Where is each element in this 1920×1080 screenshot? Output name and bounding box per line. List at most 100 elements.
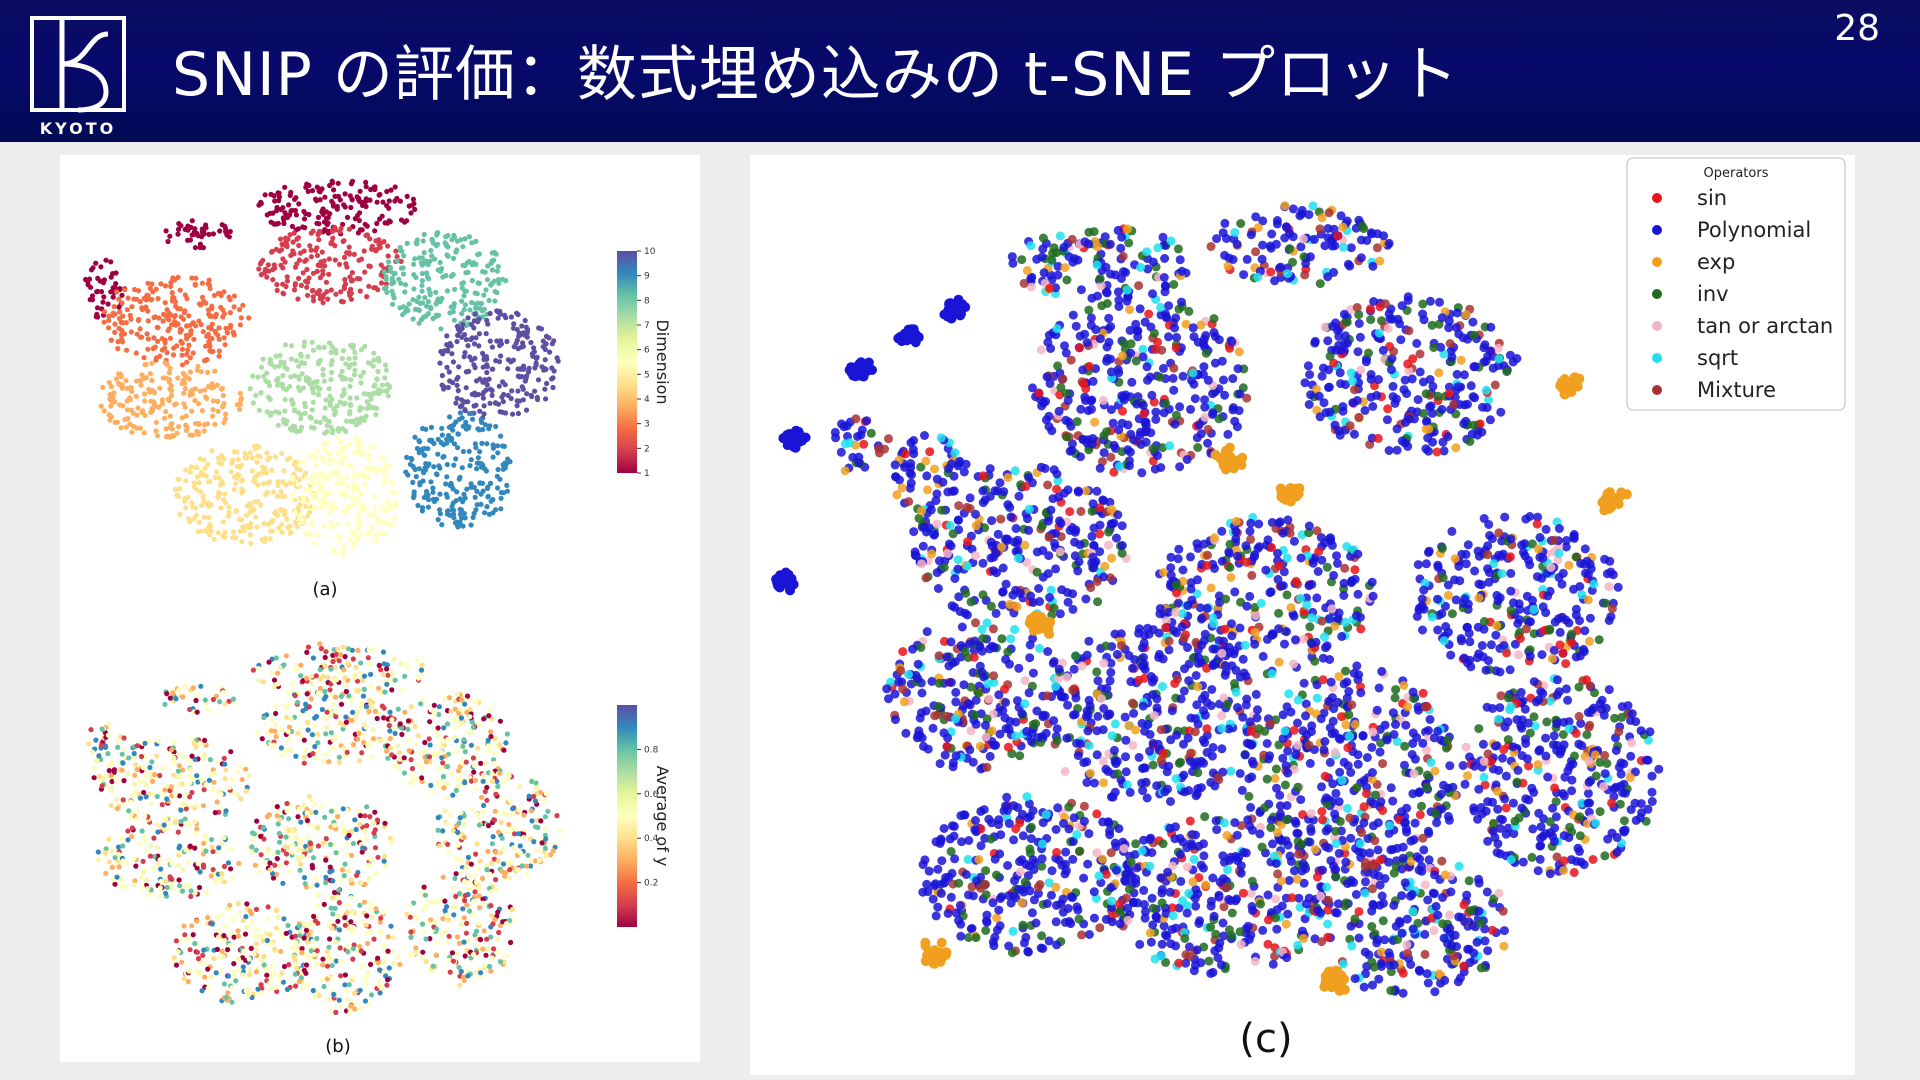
scatter-a-point [483, 331, 489, 337]
scatter-a-point [280, 372, 286, 379]
scatter-a-point [274, 287, 280, 293]
scatter-a-point [114, 419, 121, 425]
scatter-a-point [300, 385, 306, 391]
scatter-a-point [341, 387, 347, 393]
scatter-b-point [132, 772, 138, 778]
scatter-b-point [357, 821, 363, 828]
scatter-a-point [266, 268, 272, 274]
scatter-b-point [327, 687, 333, 693]
scatter-c-point [1028, 383, 1037, 393]
scatter-a-point [202, 528, 208, 534]
scatter-b-point [311, 913, 317, 920]
scatter-a-point [282, 259, 288, 265]
scatter-a-point [199, 502, 205, 509]
scatter-b-point [96, 773, 102, 779]
colorbar-tick-label: 4 [644, 395, 650, 405]
scatter-c-point [1045, 379, 1055, 388]
scatter-a-point [325, 220, 331, 226]
scatter-b-point [301, 802, 307, 808]
scatter-b-point [86, 741, 92, 747]
scatter-b-point [95, 849, 101, 855]
scatter-a-point [460, 448, 466, 455]
scatter-a-point [489, 267, 496, 273]
scatter-c-point [1151, 407, 1161, 417]
scatter-a-point [477, 408, 483, 414]
scatter-b-point [243, 988, 249, 994]
scatter-a-point [474, 488, 480, 494]
scatter-b-point [273, 655, 279, 661]
scatter-b-point [476, 943, 482, 950]
scatter-a-point [358, 380, 364, 386]
scatter-a-point [221, 335, 227, 341]
scatter-a-point [163, 375, 169, 381]
scatter-a-point [484, 485, 491, 491]
scatter-a-point [488, 282, 494, 288]
scatter-a-point [416, 307, 422, 313]
scatter-a-point [335, 521, 341, 527]
scatter-b-point [358, 699, 364, 705]
scatter-b-point [440, 828, 446, 834]
scatter-a-point [155, 296, 161, 302]
scatter-a-point [283, 283, 289, 290]
scatter-a-point [89, 297, 96, 303]
page-number: 28 [1834, 8, 1880, 49]
scatter-a-point [488, 260, 494, 266]
scatter-a-point [423, 313, 429, 319]
scatter-a-point [363, 413, 369, 419]
scatter-b-point [304, 649, 310, 655]
scatter-b-point [538, 818, 544, 824]
scatter-b-point [210, 848, 216, 855]
scatter-a-point [280, 479, 286, 485]
scatter-a-point [206, 383, 212, 389]
scatter-b-point [322, 663, 328, 669]
scatter-c-point [1102, 299, 1112, 308]
scatter-b-point [483, 760, 489, 766]
scatter-a-point [113, 376, 120, 382]
scatter-a-point [389, 522, 395, 528]
scatter-a-point [278, 506, 284, 512]
scatter-a-point [375, 368, 381, 375]
scatter-b-point [255, 666, 261, 672]
scatter-b-point [348, 697, 354, 703]
scatter-a-point [186, 342, 192, 348]
scatter-b-point [193, 697, 199, 704]
scatter-a-point [167, 413, 173, 419]
scatter-a-point [275, 493, 281, 499]
scatter-a-point [216, 325, 222, 331]
scatter-a-point [179, 352, 185, 358]
scatter-b-point [120, 858, 126, 864]
scatter-b-point [333, 939, 339, 945]
scatter-b-point [202, 833, 208, 839]
scatter-a-point [463, 385, 469, 391]
scatter-a-point [221, 534, 227, 540]
scatter-a-point [491, 278, 497, 284]
scatter-b-point [180, 867, 186, 873]
scatter-b-point [323, 880, 329, 886]
scatter-b-point [210, 787, 216, 793]
scatter-a-point [136, 316, 142, 323]
scatter-b-point [195, 956, 202, 962]
scatter-b-point [336, 759, 343, 766]
scatter-b-point [179, 959, 185, 965]
scatter-a-point [494, 308, 500, 314]
scatter-b-point [328, 1008, 334, 1014]
scatter-b-point [297, 867, 303, 873]
scatter-c-point [1062, 432, 1072, 442]
scatter-b-point [421, 884, 427, 890]
scatter-c-point [1131, 356, 1141, 366]
scatter-a-point [327, 450, 333, 456]
scatter-a-point [463, 419, 469, 425]
scatter-a-point [211, 536, 217, 542]
scatter-a-point [291, 424, 297, 430]
scatter-a-point [356, 517, 362, 523]
scatter-b-point [312, 744, 318, 750]
scatter-a-point [495, 485, 501, 491]
scatter-b-point [368, 961, 374, 968]
scatter-b-point [294, 662, 300, 668]
scatter-b-point [404, 660, 410, 666]
scatter-a-point [288, 356, 295, 362]
scatter-b-point [335, 918, 341, 924]
scatter-a-point [281, 468, 287, 474]
scatter-b-point [359, 677, 366, 683]
scatter-a-point [187, 237, 193, 243]
